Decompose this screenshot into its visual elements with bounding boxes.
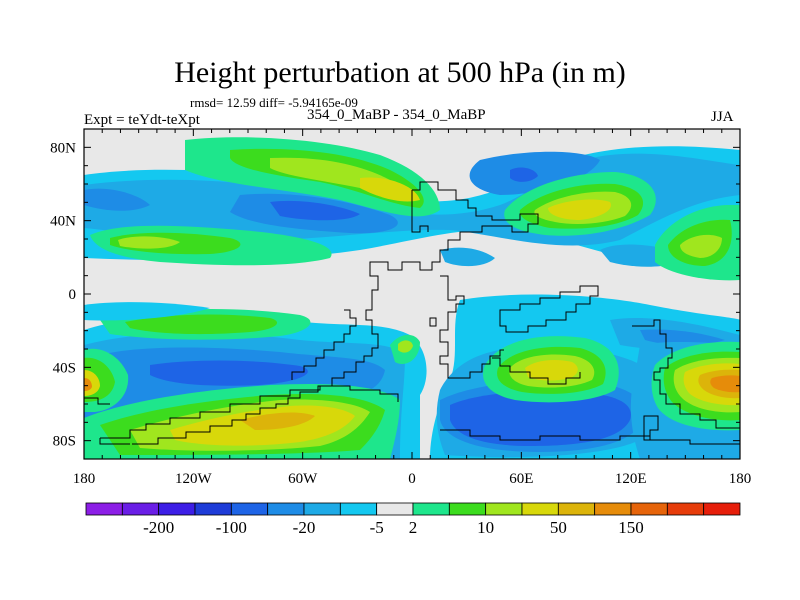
season-label: JJA bbox=[711, 109, 734, 125]
colorbar-label: 150 bbox=[618, 518, 644, 537]
y-tick-label: 0 bbox=[69, 287, 77, 303]
colorbar-label: -5 bbox=[369, 518, 384, 537]
colorbar-label: -200 bbox=[143, 518, 175, 537]
coastline bbox=[439, 275, 504, 379]
colorbar-swatch bbox=[303, 502, 341, 516]
contour-region bbox=[640, 329, 725, 346]
x-tick-label: 180 bbox=[73, 471, 96, 487]
colorbar-swatch bbox=[630, 502, 668, 516]
colorbar-swatch bbox=[339, 502, 378, 516]
coastline bbox=[499, 285, 599, 333]
colorbar-swatch bbox=[448, 502, 487, 516]
contour-region bbox=[680, 234, 722, 258]
y-tick-label: 80S bbox=[53, 434, 76, 450]
x-tick-label: 120E bbox=[615, 471, 647, 487]
contour-region bbox=[84, 188, 150, 211]
x-tick-label: 180 bbox=[729, 471, 752, 487]
coastline bbox=[84, 397, 110, 405]
colorbar-label: 50 bbox=[549, 518, 567, 537]
colorbar-swatch bbox=[121, 502, 160, 516]
plot-title: Height perturbation at 500 hPa (in m) bbox=[174, 56, 626, 89]
contour-region bbox=[270, 200, 360, 221]
stats-label: rmsd= 12.59 diff= -5.94165e-09 bbox=[190, 95, 358, 110]
colorbar-swatch bbox=[485, 502, 523, 516]
x-tick-label: 60E bbox=[509, 471, 533, 487]
contour-region bbox=[510, 167, 538, 182]
contour-region bbox=[150, 360, 308, 386]
colorbar-swatch bbox=[666, 502, 705, 516]
coastline bbox=[632, 319, 740, 429]
center-label: 354_0_MaBP - 354_0_MaBP bbox=[307, 107, 486, 123]
x-tick-label: 120W bbox=[175, 471, 213, 487]
contour-region bbox=[125, 314, 278, 335]
colorbar-swatch bbox=[594, 502, 632, 516]
colorbar-swatch bbox=[521, 502, 559, 516]
experiment-label: Expt = teYdt-teXpt bbox=[84, 112, 200, 128]
colorbar-swatch bbox=[267, 502, 305, 516]
coastline bbox=[291, 309, 357, 380]
contour-region bbox=[450, 391, 631, 446]
contour-region bbox=[710, 375, 740, 393]
coastline bbox=[99, 438, 130, 445]
colorbar-label: -20 bbox=[292, 518, 316, 537]
coastline bbox=[492, 357, 581, 385]
coastline bbox=[100, 385, 399, 439]
x-tick-label: 0 bbox=[408, 471, 416, 487]
contour-region bbox=[398, 340, 413, 353]
contour-region bbox=[440, 247, 495, 267]
coastlines bbox=[84, 181, 740, 445]
axis-ticks bbox=[83, 128, 741, 460]
coastline bbox=[429, 317, 437, 327]
colorbar bbox=[85, 502, 741, 516]
coastline bbox=[643, 415, 659, 441]
colorbar-swatch bbox=[230, 502, 269, 516]
coastline bbox=[132, 181, 539, 445]
axis-tick-labels: 180 120W 60W 0 60E 120E 180 80S 40S 0 40N 80N bbox=[50, 140, 751, 487]
contour-region bbox=[525, 360, 578, 381]
contour-region bbox=[548, 199, 611, 220]
x-tick-label: 60W bbox=[288, 471, 318, 487]
y-tick-label: 40N bbox=[50, 214, 76, 230]
colorbar-label: 10 bbox=[477, 518, 495, 537]
colorbar-label: 2 bbox=[408, 518, 418, 537]
colorbar-swatch bbox=[557, 502, 596, 516]
colorbar-swatch bbox=[158, 502, 196, 516]
contour-fill bbox=[84, 129, 740, 459]
coastline bbox=[411, 190, 429, 233]
colorbar-swatch bbox=[194, 502, 232, 516]
colorbar-label: -100 bbox=[215, 518, 247, 537]
colorbar-swatch bbox=[412, 502, 450, 516]
coastline bbox=[440, 429, 740, 445]
y-tick-label: 40S bbox=[53, 360, 76, 376]
contour-region bbox=[84, 302, 210, 321]
contour-region bbox=[118, 236, 180, 249]
colorbar-swatch bbox=[85, 502, 123, 516]
colorbar-swatch bbox=[376, 502, 414, 516]
contour-region bbox=[84, 378, 92, 391]
contour-region bbox=[360, 177, 420, 202]
y-tick-label: 80N bbox=[50, 140, 76, 156]
contour-region bbox=[240, 412, 315, 430]
colorbar-swatch bbox=[703, 502, 741, 516]
